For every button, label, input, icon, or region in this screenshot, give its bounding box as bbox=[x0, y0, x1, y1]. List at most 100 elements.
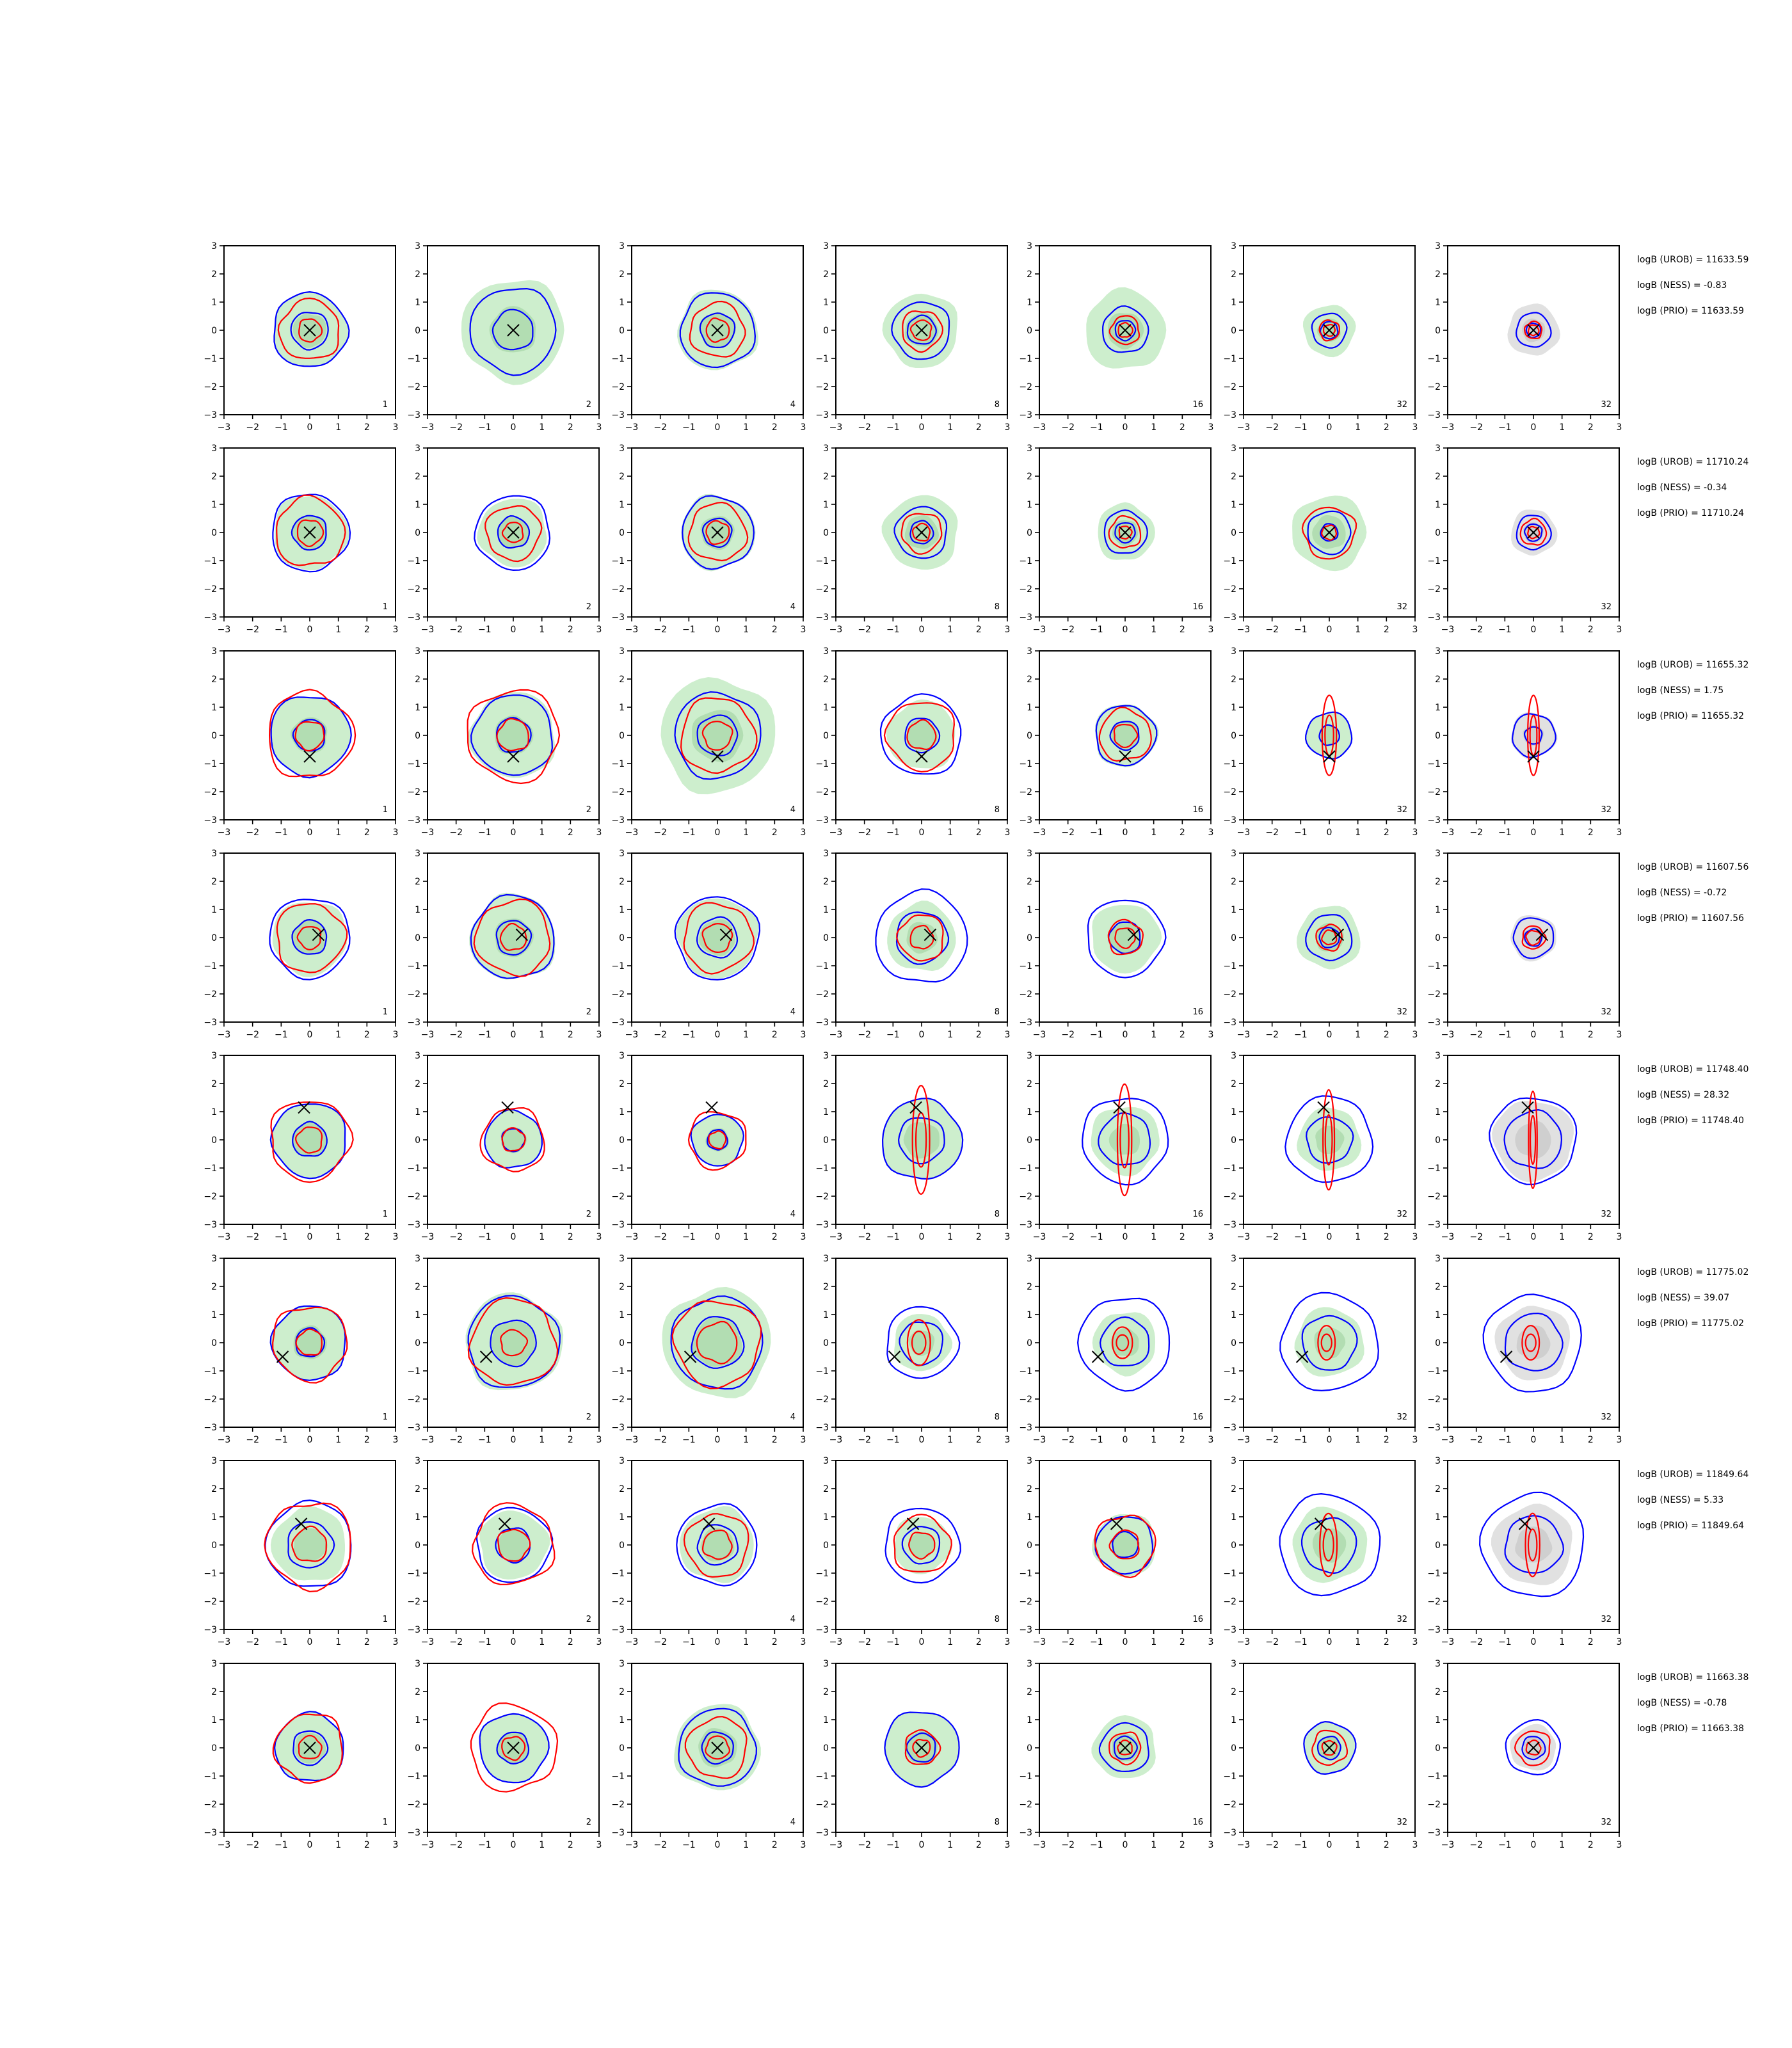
panel-corner-label: 1 bbox=[383, 1412, 388, 1422]
density-fill-inner bbox=[497, 1530, 529, 1562]
y-tick-label: 1 bbox=[823, 500, 829, 510]
density-fill-inner bbox=[692, 710, 744, 762]
contour-red bbox=[1524, 1512, 1540, 1578]
x-tick-label: −2 bbox=[246, 1840, 259, 1850]
y-tick-label: −1 bbox=[204, 1164, 217, 1174]
y-tick-label: −1 bbox=[204, 961, 217, 972]
y-tick-label: −3 bbox=[815, 815, 829, 826]
y-tick-label: 0 bbox=[823, 1135, 829, 1146]
panel-corner-label: 16 bbox=[1192, 400, 1203, 410]
x-tick-label: 3 bbox=[1617, 1232, 1622, 1242]
y-tick-label: 0 bbox=[211, 933, 217, 943]
y-tick-label: 0 bbox=[1435, 528, 1441, 538]
y-tick-label: 1 bbox=[1027, 500, 1032, 510]
y-tick-label: −1 bbox=[1427, 1164, 1441, 1174]
contour-red bbox=[500, 1329, 529, 1357]
contour-red bbox=[908, 1532, 936, 1560]
x-tick-label: 1 bbox=[1151, 1030, 1156, 1040]
y-tick-label: 1 bbox=[211, 1715, 217, 1725]
panel: −3−3 −2 −2 −1 −1 0 0 1 1 2 2 3 3 8 bbox=[815, 646, 1010, 838]
x-tick-label: 1 bbox=[335, 828, 341, 838]
y-tick-label: −2 bbox=[1427, 1800, 1441, 1810]
x-tick-label: −2 bbox=[1265, 1030, 1279, 1040]
x-tick-label: −1 bbox=[1090, 1030, 1103, 1040]
y-tick-label: −1 bbox=[1019, 354, 1032, 364]
y-tick-label: −3 bbox=[1427, 815, 1441, 826]
x-tick-label: 2 bbox=[364, 1232, 370, 1242]
y-tick-label: 1 bbox=[415, 500, 420, 510]
contour-blue bbox=[1082, 1098, 1169, 1186]
x-tick-label: 2 bbox=[1180, 422, 1185, 433]
y-tick-label: −1 bbox=[407, 1164, 420, 1174]
contour-blue bbox=[674, 691, 762, 780]
panel-corner-label: 16 bbox=[1192, 1818, 1203, 1827]
y-tick-label: 2 bbox=[1435, 1687, 1441, 1697]
contour-blue bbox=[495, 1527, 531, 1564]
x-tick-label: 1 bbox=[1559, 828, 1565, 838]
x-tick-label: 2 bbox=[364, 1435, 370, 1445]
y-tick-label: 1 bbox=[1435, 1310, 1441, 1320]
x-tick-label: 1 bbox=[947, 1840, 953, 1850]
panel: −3−3 −2 −2 −1 −1 0 0 1 1 2 2 3 3 32 bbox=[1223, 646, 1418, 838]
y-tick-label: 0 bbox=[1231, 1135, 1236, 1146]
contour-blue bbox=[1284, 1095, 1374, 1183]
y-tick-label: 0 bbox=[1231, 528, 1236, 538]
stat-label: logB (UROB) = 11655.32 bbox=[1637, 660, 1748, 670]
panel-corner-label: 32 bbox=[1396, 1615, 1407, 1624]
contour-blue bbox=[1109, 721, 1140, 751]
contour-red bbox=[1525, 930, 1542, 947]
y-tick-label: −1 bbox=[1427, 1569, 1441, 1579]
y-tick-label: −2 bbox=[204, 382, 217, 392]
x-tick-label: −3 bbox=[829, 1435, 843, 1445]
x-tick-label: 1 bbox=[1559, 1840, 1565, 1850]
panel: −3−3 −2 −2 −1 −1 0 0 1 1 2 2 3 3 32 bbox=[1427, 646, 1622, 838]
y-tick-label: 1 bbox=[619, 1715, 625, 1725]
stat-label: logB (PRIO) = 11748.40 bbox=[1637, 1116, 1744, 1126]
contour-blue bbox=[470, 694, 554, 776]
x-tick-label: 3 bbox=[1208, 1435, 1214, 1445]
x-tick-label: 0 bbox=[1531, 1840, 1537, 1850]
x-tick-label: −1 bbox=[275, 625, 288, 635]
contour-red bbox=[1321, 524, 1338, 541]
contour-blue bbox=[678, 1708, 758, 1787]
y-tick-label: −3 bbox=[1223, 815, 1236, 826]
panel: −3−3 −2 −2 −1 −1 0 0 1 1 2 2 3 3 1 bbox=[204, 1456, 398, 1647]
contour-red bbox=[705, 1735, 731, 1760]
x-tick-label: −3 bbox=[421, 1435, 435, 1445]
y-tick-label: −3 bbox=[1019, 1220, 1032, 1230]
contour-blue bbox=[897, 1117, 945, 1165]
y-tick-label: 0 bbox=[619, 731, 625, 741]
y-tick-label: −2 bbox=[1019, 1192, 1032, 1202]
panel-corner-label: 32 bbox=[1601, 1007, 1612, 1017]
y-tick-label: −3 bbox=[204, 1625, 217, 1635]
x-tick-label: 3 bbox=[801, 1637, 806, 1647]
x-tick-label: 2 bbox=[364, 1637, 370, 1647]
x-tick-label: 0 bbox=[511, 1840, 516, 1850]
x-tick-label: 3 bbox=[393, 828, 399, 838]
x-tick-label: 2 bbox=[1588, 1232, 1594, 1242]
x-marker bbox=[312, 928, 325, 941]
y-tick-label: −2 bbox=[611, 1192, 625, 1202]
x-tick-label: 2 bbox=[772, 828, 778, 838]
stat-label: logB (UROB) = 11607.56 bbox=[1637, 862, 1748, 872]
x-tick-label: 1 bbox=[1559, 1232, 1565, 1242]
contour-blue bbox=[1103, 509, 1148, 554]
y-tick-label: −1 bbox=[1019, 961, 1032, 972]
x-tick-label: −1 bbox=[682, 1637, 696, 1647]
y-tick-label: 0 bbox=[619, 326, 625, 336]
x-tick-label: −3 bbox=[421, 828, 435, 838]
contour-red bbox=[467, 1297, 559, 1386]
y-tick-label: 1 bbox=[619, 298, 625, 308]
x-tick-label: 1 bbox=[947, 625, 953, 635]
contour-blue bbox=[292, 719, 326, 752]
y-tick-label: 2 bbox=[619, 269, 625, 280]
x-tick-label: 0 bbox=[1327, 1637, 1332, 1647]
contour-blue bbox=[272, 493, 351, 573]
y-tick-label: 1 bbox=[619, 1310, 625, 1320]
y-tick-label: −3 bbox=[1019, 612, 1032, 623]
stat-label: logB (UROB) = 11849.64 bbox=[1637, 1469, 1748, 1480]
x-tick-label: 3 bbox=[1005, 828, 1011, 838]
y-tick-label: −3 bbox=[1223, 1018, 1236, 1028]
contour-red bbox=[1118, 525, 1133, 540]
x-tick-label: 0 bbox=[307, 1435, 313, 1445]
